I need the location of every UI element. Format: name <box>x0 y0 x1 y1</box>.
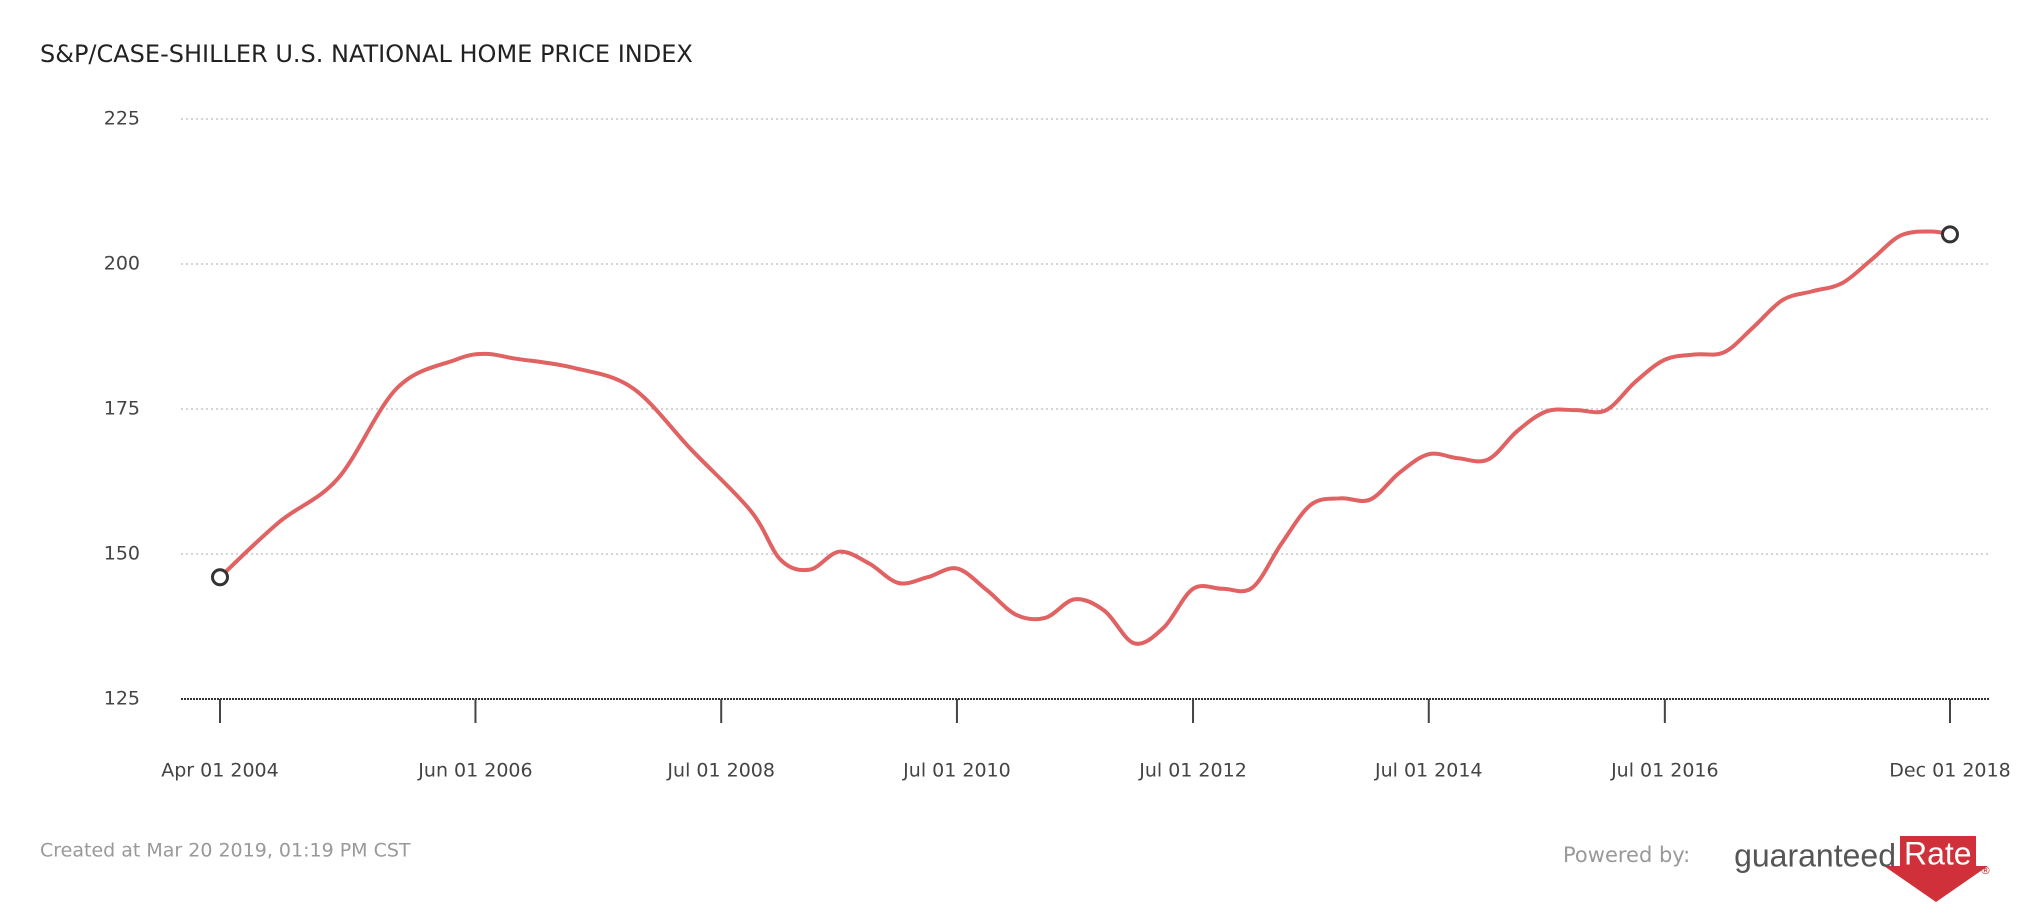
x-tick-label: Jul 01 2008 <box>666 760 775 782</box>
x-tick-label: Jun 01 2006 <box>417 760 532 782</box>
y-tick-label: 150 <box>104 543 140 565</box>
x-tick-label: Jul 01 2010 <box>902 760 1011 782</box>
logo-text: guaranteed <box>1734 837 1896 873</box>
data-line <box>218 229 1951 646</box>
logo-box <box>1900 836 1976 874</box>
logo-arrow <box>1884 866 1988 902</box>
y-tick-label: 175 <box>104 398 140 420</box>
x-tick-label: Jul 01 2016 <box>1610 760 1719 782</box>
x-tick-label: Dec 01 2018 <box>1889 760 2010 782</box>
y-tick-label: 200 <box>104 253 140 275</box>
created-note: Created at Mar 20 2019, 01:19 PM CST <box>40 840 411 862</box>
x-tick-label: Jul 01 2014 <box>1374 760 1483 782</box>
chart-title: S&P/CASE-SHILLER U.S. NATIONAL HOME PRIC… <box>40 40 693 68</box>
end-marker <box>211 568 229 587</box>
logo-mark: ® <box>1980 864 1991 877</box>
y-tick-label: 125 <box>104 688 140 710</box>
end-marker <box>1941 225 1959 244</box>
y-tick-label: 225 <box>104 108 140 130</box>
x-tick-label: Jul 01 2012 <box>1138 760 1247 782</box>
x-tick-label: Apr 01 2004 <box>161 760 278 782</box>
powered-by: Powered by: <box>1563 843 1690 867</box>
logo: guaranteed Rate ® <box>1734 835 1991 902</box>
logo-text: Rate <box>1904 835 1972 871</box>
